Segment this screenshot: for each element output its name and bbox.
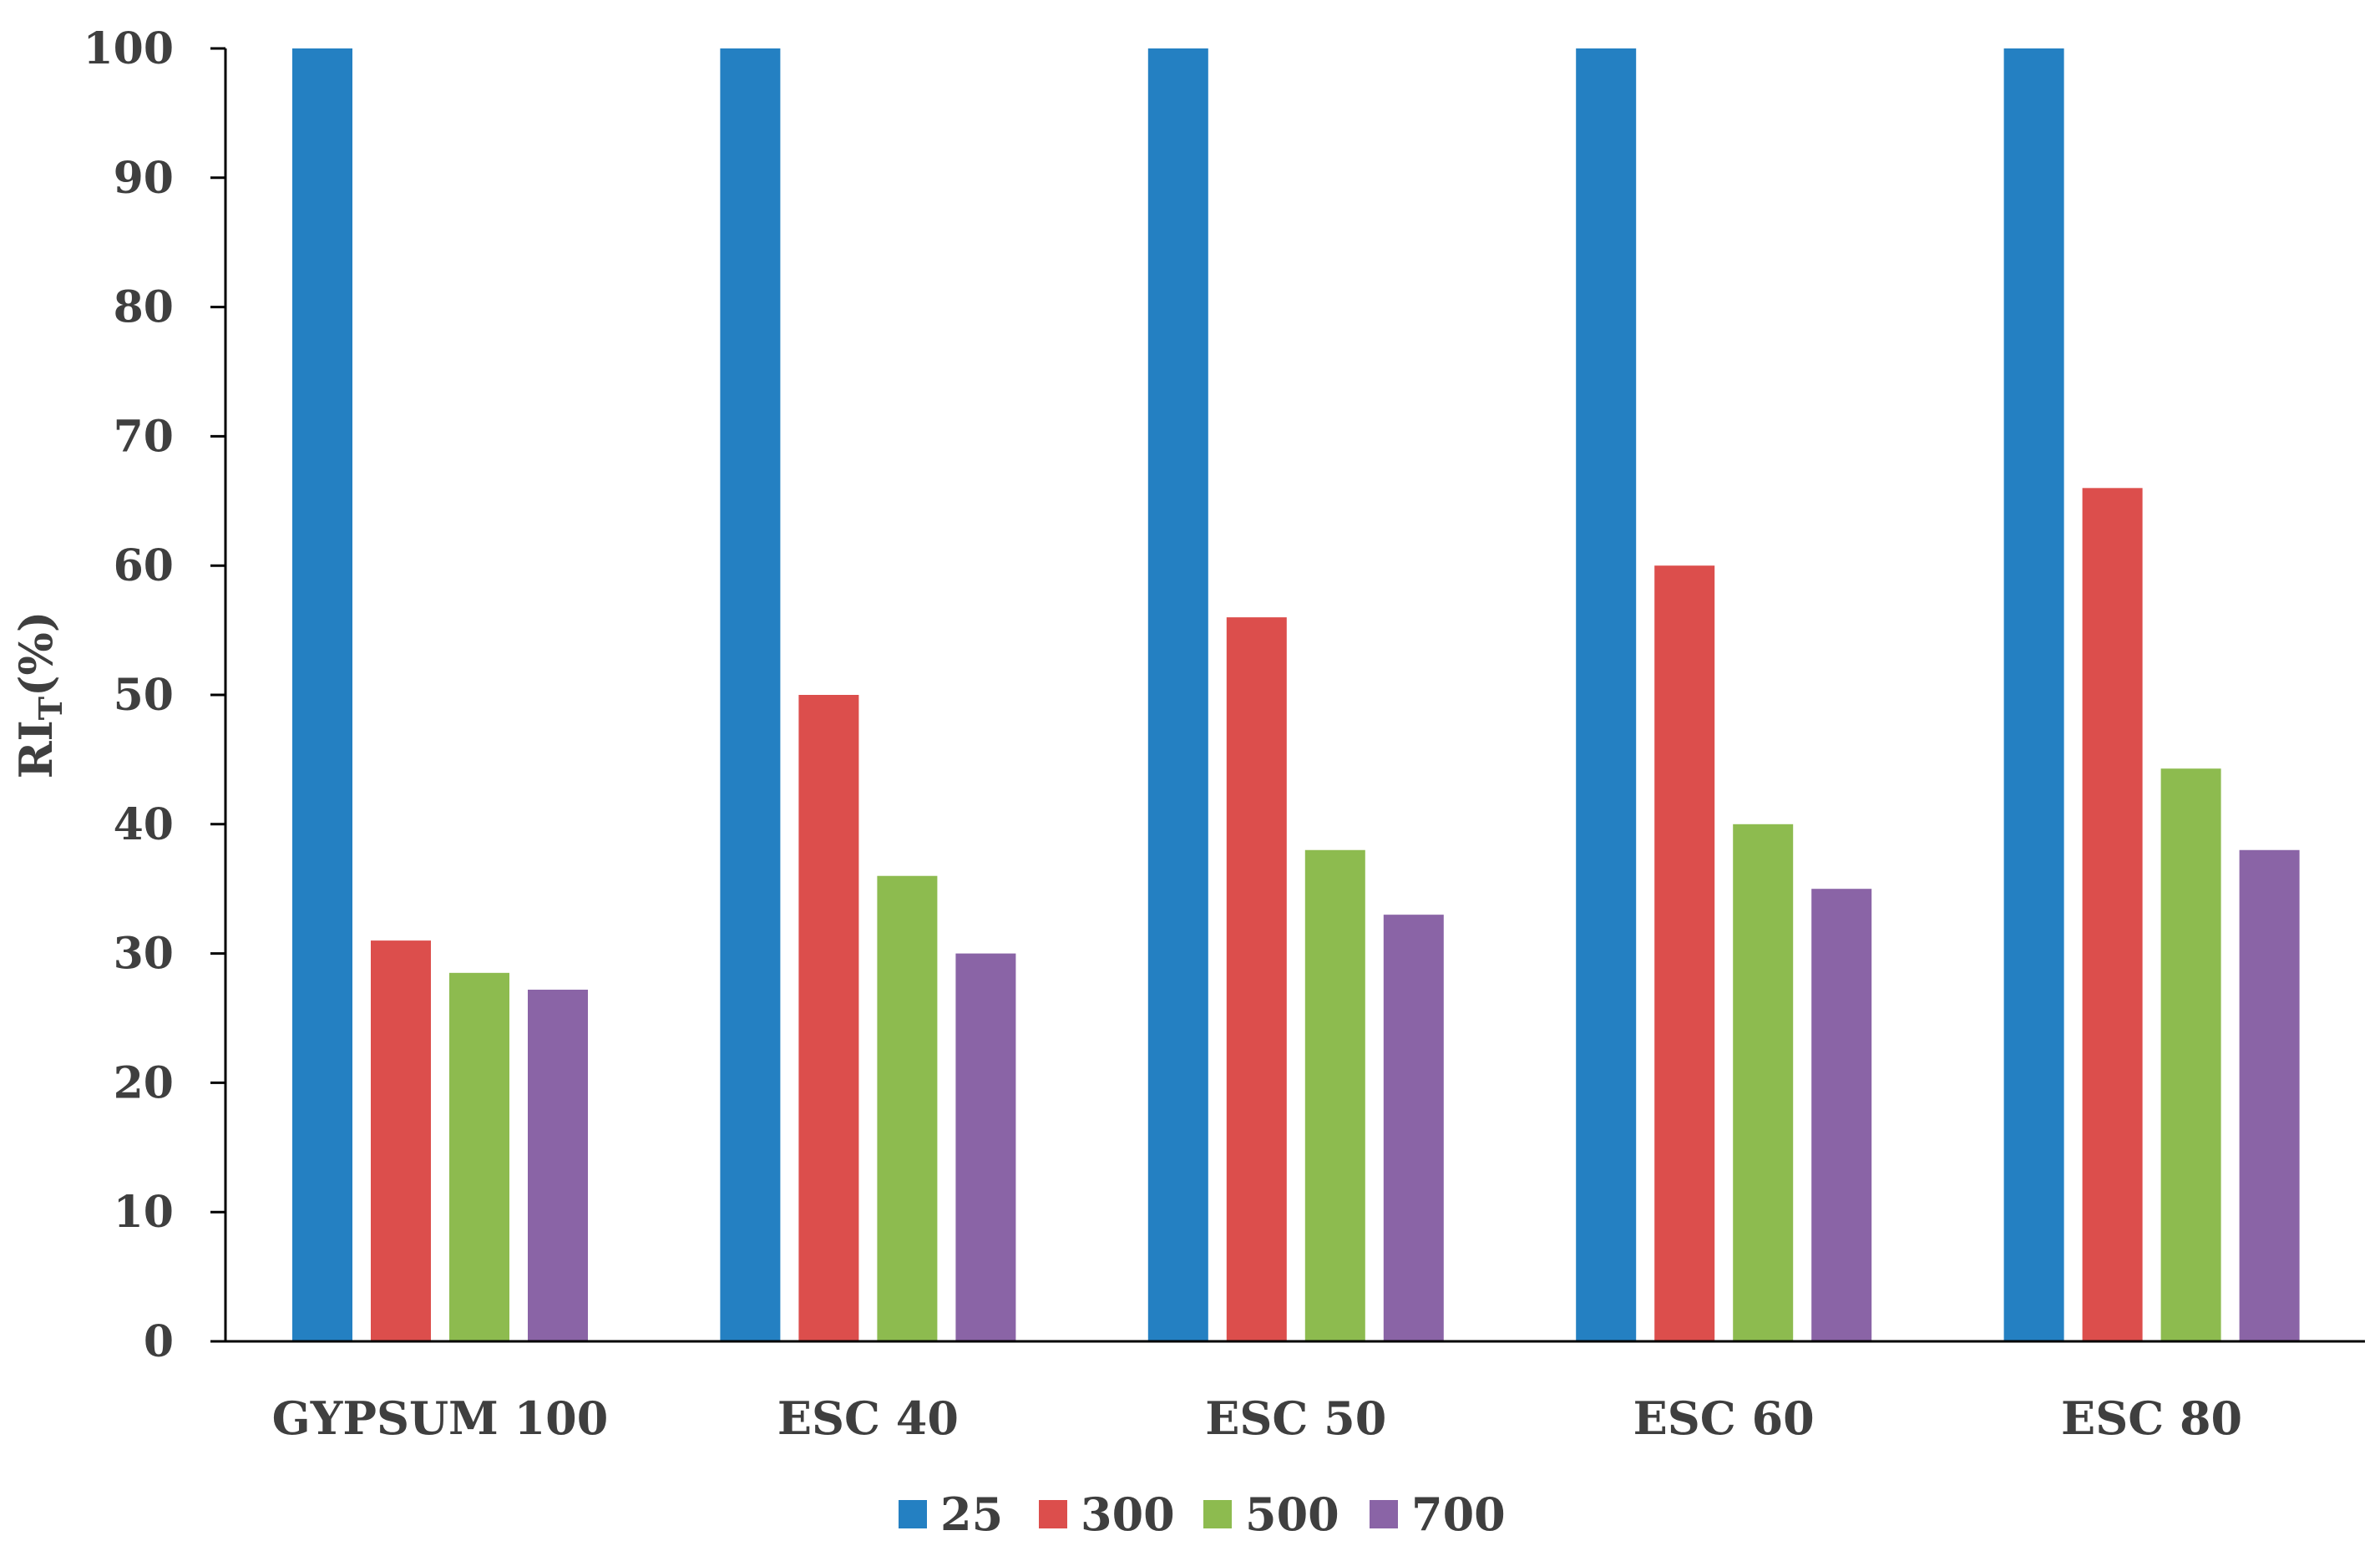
- bar-25-esc-40: [720, 48, 781, 1341]
- y-axis-label: RIT(%): [9, 611, 69, 779]
- y-tick-label: 0: [144, 1316, 174, 1367]
- y-tick-label: 100: [83, 23, 174, 74]
- bar-25-esc-50: [1147, 48, 1208, 1341]
- legend-label-300: 300: [1081, 1488, 1175, 1541]
- bar-300-gypsum-100: [371, 940, 431, 1341]
- bar-500-esc-80: [2160, 768, 2221, 1341]
- bar-700-esc-40: [955, 953, 1016, 1341]
- bar-300-esc-80: [2082, 488, 2143, 1341]
- bar-700-esc-60: [1811, 889, 1872, 1341]
- y-axis-label-main: RI: [9, 720, 63, 778]
- x-category-label: ESC 50: [1205, 1391, 1386, 1445]
- y-axis-ticks: 0 10 20 30 40 50 60 70 80 90 100: [83, 23, 225, 1367]
- y-tick-label: 20: [114, 1057, 174, 1108]
- bar-500-esc-40: [877, 875, 938, 1341]
- bar-500-esc-60: [1733, 824, 1794, 1341]
- x-category-label: ESC 60: [1633, 1391, 1815, 1445]
- legend-swatch-500: [1203, 1500, 1232, 1528]
- x-category-label: ESC 80: [2061, 1391, 2242, 1445]
- legend-swatch-300: [1039, 1500, 1067, 1528]
- bar-300-esc-40: [798, 695, 859, 1341]
- legend-swatch-700: [1370, 1500, 1398, 1528]
- legend-label-25: 25: [940, 1488, 1003, 1541]
- legend: 25 300 500 700: [899, 1488, 1506, 1541]
- bar-300-esc-50: [1226, 617, 1287, 1341]
- y-tick-label: 70: [114, 411, 174, 462]
- x-axis-labels: GYPSUM 100 ESC 40 ESC 50 ESC 60 ESC 80: [272, 1391, 2242, 1445]
- bar-25-esc-60: [1576, 48, 1637, 1341]
- bar-25-gypsum-100: [292, 48, 352, 1341]
- bar-700-esc-50: [1383, 915, 1444, 1341]
- x-category-label: ESC 40: [777, 1391, 959, 1445]
- legend-label-500: 500: [1245, 1488, 1339, 1541]
- bar-25-esc-80: [2003, 48, 2064, 1341]
- bar-700-esc-80: [2239, 849, 2300, 1341]
- y-tick-label: 90: [114, 153, 174, 204]
- bar-500-esc-50: [1304, 849, 1365, 1341]
- y-tick-label: 60: [114, 540, 174, 591]
- y-tick-label: 50: [114, 670, 174, 721]
- bars-group: [292, 48, 2300, 1341]
- legend-swatch-25: [899, 1500, 927, 1528]
- bar-500-gypsum-100: [449, 972, 509, 1341]
- y-tick-label: 40: [114, 799, 174, 850]
- y-axis-label-suffix: (%): [9, 611, 63, 697]
- bar-300-esc-60: [1654, 565, 1715, 1341]
- y-tick-label: 10: [114, 1187, 174, 1238]
- y-tick-label: 80: [114, 282, 174, 333]
- y-axis-label-subscript: T: [32, 697, 69, 720]
- legend-label-700: 700: [1411, 1488, 1506, 1541]
- x-category-label: GYPSUM 100: [272, 1391, 609, 1445]
- y-tick-label: 30: [114, 929, 174, 980]
- bar-700-gypsum-100: [528, 989, 588, 1341]
